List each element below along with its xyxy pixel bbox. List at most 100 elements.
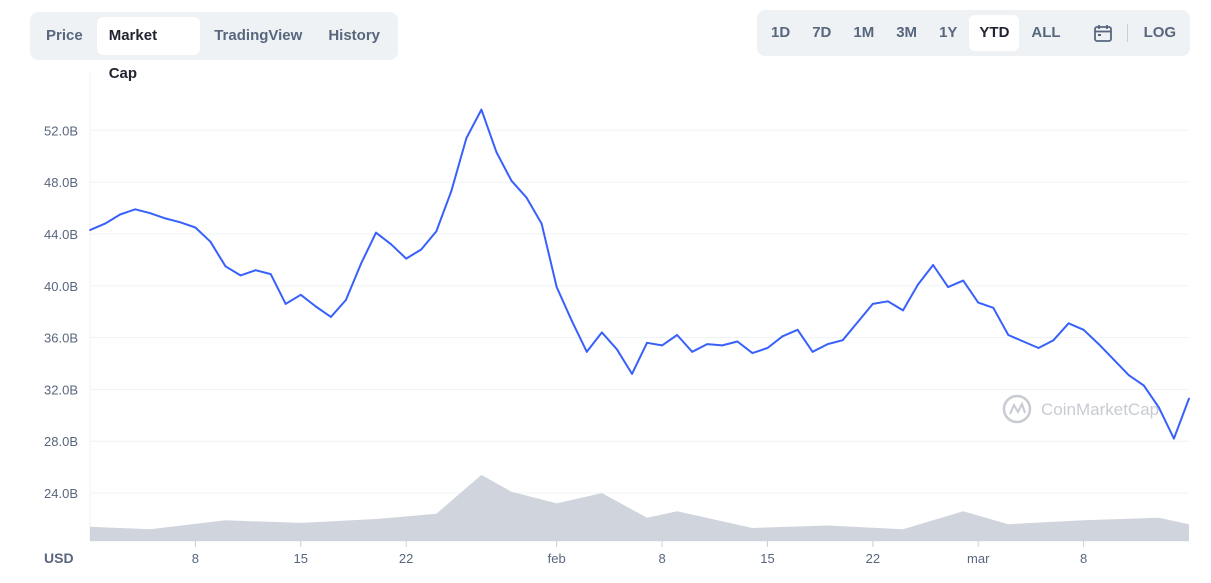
data-point bbox=[495, 151, 498, 154]
data-point bbox=[555, 286, 558, 288]
data-point bbox=[1188, 397, 1190, 400]
x-tick-label: 15 bbox=[760, 551, 774, 566]
data-point bbox=[766, 347, 769, 349]
tab-history[interactable]: History bbox=[328, 27, 380, 44]
watermark-text: CoinMarketCap bbox=[1041, 400, 1159, 419]
data-point bbox=[525, 196, 528, 199]
data-point bbox=[299, 293, 302, 296]
time-range-selector: 1D 7D 1M 3M 1Y YTD ALL LOG bbox=[757, 10, 1190, 56]
data-point bbox=[826, 343, 829, 345]
data-point bbox=[1173, 437, 1175, 440]
data-point bbox=[1082, 328, 1085, 331]
data-point bbox=[134, 208, 137, 211]
range-1y-button[interactable]: 1Y bbox=[939, 24, 958, 41]
x-tick-label: 22 bbox=[866, 551, 880, 566]
volume-area-path bbox=[90, 474, 1189, 541]
data-point bbox=[601, 331, 603, 334]
data-point bbox=[119, 213, 121, 216]
data-point bbox=[1158, 406, 1160, 409]
data-point bbox=[345, 299, 347, 301]
data-point bbox=[1067, 322, 1070, 325]
y-tick-label: 36.0B bbox=[44, 331, 78, 346]
x-tick-label: 22 bbox=[399, 551, 413, 566]
x-tick-label: feb bbox=[548, 551, 566, 566]
data-point bbox=[1052, 339, 1055, 342]
range-1m-button[interactable]: 1M bbox=[853, 24, 875, 41]
data-point bbox=[149, 212, 152, 215]
data-point bbox=[751, 352, 754, 354]
grid-lines bbox=[89, 72, 1189, 542]
data-point bbox=[330, 316, 332, 318]
tab-market-cap[interactable]: Market Cap bbox=[96, 17, 201, 82]
range-7d-button[interactable]: 7D bbox=[812, 24, 832, 41]
data-point bbox=[284, 303, 287, 305]
data-point bbox=[465, 137, 468, 140]
log-scale-toggle[interactable]: LOG bbox=[1143, 24, 1177, 41]
data-point bbox=[435, 230, 438, 233]
data-point bbox=[691, 350, 694, 353]
data-point bbox=[1007, 334, 1010, 336]
data-point bbox=[676, 334, 678, 336]
y-tick-label: 52.0B bbox=[44, 123, 78, 138]
data-point bbox=[420, 248, 423, 251]
watermark: CoinMarketCap bbox=[1002, 394, 1159, 424]
data-point bbox=[932, 264, 934, 266]
divider bbox=[1126, 24, 1128, 42]
data-point bbox=[1142, 384, 1145, 387]
data-point bbox=[585, 350, 588, 353]
tab-tradingview[interactable]: TradingView bbox=[214, 27, 303, 44]
data-point bbox=[646, 341, 648, 344]
data-point bbox=[781, 335, 784, 338]
calendar-icon[interactable] bbox=[1085, 15, 1121, 51]
data-point bbox=[194, 226, 197, 229]
data-point bbox=[540, 222, 543, 225]
data-point bbox=[706, 343, 709, 345]
data-point bbox=[570, 319, 573, 322]
data-point bbox=[510, 179, 513, 182]
data-point bbox=[992, 306, 995, 309]
y-tick-label: 40.0B bbox=[44, 279, 78, 294]
data-point bbox=[856, 321, 859, 323]
data-point bbox=[917, 283, 919, 286]
x-axis-labels: 8 15 22 feb 8 15 22 mar 8 bbox=[192, 541, 1087, 566]
data-point bbox=[254, 269, 257, 272]
data-point bbox=[450, 190, 453, 193]
range-1d-button[interactable]: 1D bbox=[771, 24, 791, 41]
data-point bbox=[179, 221, 182, 224]
data-point bbox=[375, 231, 377, 234]
y-tick-label: 48.0B bbox=[44, 175, 78, 190]
y-tick-label: 32.0B bbox=[44, 382, 78, 397]
data-point bbox=[962, 279, 965, 282]
volume-area bbox=[90, 474, 1189, 541]
data-point bbox=[1022, 340, 1025, 343]
data-point bbox=[1037, 347, 1040, 349]
x-tick-label: mar bbox=[967, 551, 990, 566]
data-point bbox=[104, 222, 106, 225]
tab-price[interactable]: Price bbox=[46, 27, 83, 44]
x-tick-label: 8 bbox=[192, 551, 199, 566]
currency-label: USD bbox=[44, 550, 74, 566]
range-ytd-button[interactable]: YTD bbox=[969, 15, 1020, 51]
market-cap-line bbox=[89, 108, 1190, 440]
data-point bbox=[871, 303, 874, 305]
y-tick-label: 24.0B bbox=[44, 486, 78, 501]
data-point bbox=[209, 240, 212, 243]
range-3m-button[interactable]: 3M bbox=[896, 24, 918, 41]
x-tick-label: 15 bbox=[294, 551, 308, 566]
data-point bbox=[405, 257, 408, 260]
y-tick-label: 28.0B bbox=[44, 434, 78, 449]
range-all-button[interactable]: ALL bbox=[1031, 24, 1061, 41]
data-point bbox=[1112, 358, 1115, 361]
x-tick-label: 8 bbox=[658, 551, 665, 566]
data-point bbox=[796, 328, 799, 331]
data-point bbox=[661, 344, 663, 347]
data-point bbox=[89, 229, 91, 232]
data-point bbox=[1127, 374, 1130, 377]
data-point bbox=[616, 348, 618, 351]
x-tick-label: 8 bbox=[1080, 551, 1087, 566]
data-point bbox=[314, 305, 317, 308]
data-point bbox=[269, 273, 272, 275]
data-point bbox=[841, 339, 844, 342]
data-point bbox=[902, 309, 904, 312]
